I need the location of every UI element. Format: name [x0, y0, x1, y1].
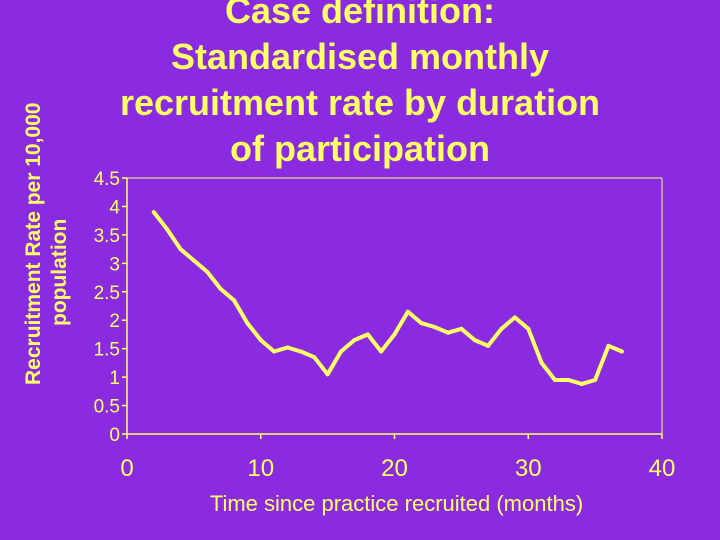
data-point [579, 381, 584, 386]
y-tick-label: 2 [109, 311, 120, 332]
slide-title: Case definition: Standardised monthly re… [60, 0, 660, 172]
y-tick-labels: 0 0.5 1 1.5 2 2.5 3 3.5 4 4.5 [94, 169, 127, 446]
y-tick-label: 1.5 [94, 340, 120, 361]
title-line: Case definition: [224, 0, 496, 31]
y-tick-label: 4 [109, 197, 120, 218]
data-point [272, 349, 277, 354]
data-point [218, 286, 223, 291]
y-tick-label: 3.5 [94, 226, 120, 247]
y-tick-label: 0 [109, 425, 120, 446]
data-point [151, 210, 156, 215]
data-point [339, 349, 343, 354]
data-point [232, 298, 236, 303]
data-point [486, 343, 491, 348]
data-point [526, 326, 531, 331]
x-tick-label: 30 [515, 455, 542, 482]
data-point [258, 338, 263, 343]
data-point [405, 309, 410, 314]
data-point [191, 258, 196, 263]
x-tick-label: 10 [247, 455, 274, 482]
data-point [432, 325, 437, 330]
data-point [606, 343, 611, 348]
y-tick-label: 0.5 [94, 397, 120, 418]
data-point [178, 247, 183, 252]
data-point [619, 349, 624, 354]
data-point [165, 227, 170, 232]
data-point [512, 315, 517, 320]
data-point [499, 326, 504, 331]
data-point [205, 269, 210, 274]
y-tick-label: 2.5 [94, 283, 120, 304]
y-tick-label: 3 [109, 254, 120, 275]
data-point [245, 321, 250, 326]
x-tick-labels: 0 10 20 30 40 [120, 434, 675, 482]
x-tick-label: 0 [120, 455, 133, 482]
data-point [459, 326, 464, 331]
data-point [392, 332, 397, 337]
series-points [151, 210, 624, 386]
data-point [472, 338, 477, 343]
data-point [419, 321, 424, 326]
x-tick-label: 40 [649, 455, 676, 482]
title-line: of participation [230, 128, 490, 169]
data-point [365, 332, 370, 337]
data-point [379, 349, 384, 354]
data-point [298, 349, 303, 354]
chart-axes [126, 177, 663, 435]
y-tick-label: 4.5 [94, 169, 120, 190]
data-point [539, 360, 544, 365]
data-point [325, 372, 330, 377]
series-line [152, 210, 623, 386]
y-tick-label: 1 [109, 368, 120, 389]
data-point [352, 338, 357, 343]
data-point [566, 377, 571, 382]
data-point [593, 377, 598, 382]
x-axis-label: Time since practice recruited (months) [210, 491, 583, 516]
title-line: Standardised monthly [170, 36, 550, 77]
data-point [285, 345, 290, 350]
title-line: recruitment rate by duration [119, 82, 601, 123]
data-point [312, 355, 317, 360]
data-point [446, 330, 450, 335]
x-tick-label: 20 [381, 455, 408, 482]
data-point [553, 377, 557, 382]
